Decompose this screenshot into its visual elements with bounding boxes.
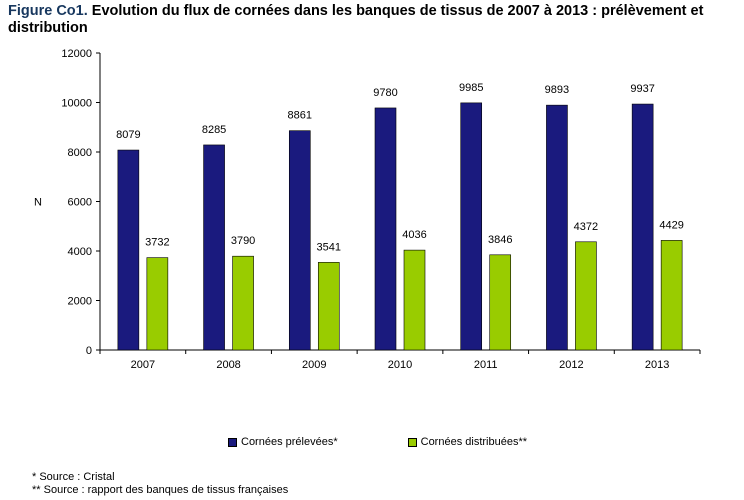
data-label: 8861 bbox=[288, 110, 312, 122]
data-label: 9893 bbox=[545, 84, 569, 96]
chart-title: Figure Co1. Evolution du flux de cornées… bbox=[8, 3, 728, 37]
y-axis-label: N bbox=[34, 197, 42, 209]
data-label: 4429 bbox=[659, 219, 683, 231]
bar-distribuees bbox=[660, 240, 683, 351]
bar-chart: 0 2000 4000 6000 8000 10000 12000 N 2007 8079 3732… bbox=[34, 48, 701, 371]
y-tick-label: 8000 bbox=[68, 147, 92, 159]
y-tick-label: 6000 bbox=[68, 197, 92, 209]
bar-distribuees bbox=[146, 257, 169, 351]
data-label: 3732 bbox=[145, 237, 169, 249]
bar-prelevees bbox=[288, 130, 311, 351]
footnote-rapport: ** Source : rapport des banques de tissu… bbox=[32, 484, 289, 496]
data-label: 4372 bbox=[574, 221, 598, 233]
data-label: 9985 bbox=[459, 82, 483, 94]
bar-distribuees bbox=[489, 254, 512, 351]
figure-number: Figure Co1. bbox=[8, 3, 88, 19]
x-tick-label: 2012 bbox=[559, 359, 583, 371]
y-tick-label: 10000 bbox=[61, 98, 92, 110]
bar-prelevees bbox=[203, 144, 225, 351]
legend-swatch-prelevees bbox=[228, 437, 237, 447]
bar-prelevees bbox=[546, 104, 568, 351]
x-tick-label: 2008 bbox=[216, 359, 240, 371]
bar-prelevees bbox=[631, 103, 654, 351]
data-label: 8079 bbox=[116, 129, 140, 141]
legend-item-prelevees: Cornées prélevées* bbox=[228, 436, 338, 448]
bar-prelevees bbox=[460, 102, 483, 351]
footnote-cristal: * Source : Cristal bbox=[32, 471, 115, 483]
bar-distribuees bbox=[403, 249, 426, 351]
data-label: 3846 bbox=[488, 234, 512, 246]
bar-distribuees bbox=[317, 262, 340, 351]
x-tick-label: 2010 bbox=[388, 359, 412, 371]
x-tick-label: 2007 bbox=[131, 359, 155, 371]
y-tick-label: 4000 bbox=[68, 246, 92, 258]
data-label: 3541 bbox=[317, 241, 341, 253]
y-tick-label: 0 bbox=[86, 345, 92, 357]
footnotes: * Source : Cristal ** Source : rapport d… bbox=[32, 471, 288, 497]
legend-label-prelevees: Cornées prélevées* bbox=[241, 436, 338, 448]
legend-swatch-distribuees bbox=[407, 437, 417, 447]
bar-distribuees bbox=[232, 255, 254, 351]
y-tick-label: 12000 bbox=[61, 48, 92, 60]
bar-distribuees bbox=[575, 241, 597, 351]
legend-item-distribuees: Cornées distribuées** bbox=[407, 436, 528, 448]
bar-prelevees bbox=[374, 107, 397, 351]
data-label: 4036 bbox=[402, 229, 426, 241]
y-tick-label: 2000 bbox=[68, 296, 92, 308]
bar-prelevees bbox=[117, 149, 140, 351]
legend: Cornées prélevées* Cornées distribuées** bbox=[228, 436, 597, 448]
figure-title: Evolution du flux de cornées dans les ba… bbox=[8, 3, 704, 36]
x-tick-label: 2013 bbox=[645, 359, 669, 371]
data-label: 8285 bbox=[202, 124, 226, 136]
x-tick-label: 2011 bbox=[474, 359, 498, 371]
data-label: 9937 bbox=[630, 83, 654, 95]
x-tick-label: 2009 bbox=[302, 359, 326, 371]
data-label: 3790 bbox=[231, 235, 255, 247]
legend-label-distribuees: Cornées distribuées** bbox=[420, 436, 528, 448]
data-label: 9780 bbox=[373, 87, 397, 99]
